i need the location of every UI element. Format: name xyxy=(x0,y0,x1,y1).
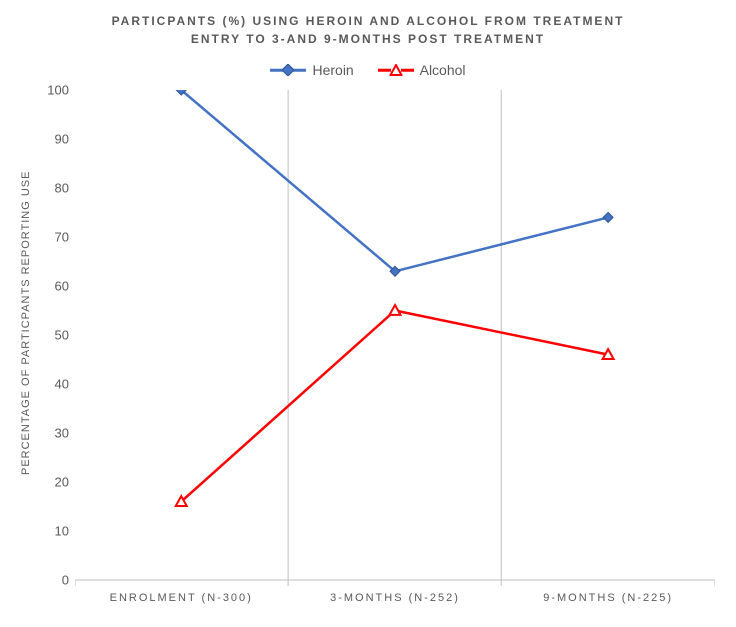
y-tick-label: 90 xyxy=(39,132,69,147)
legend: Heroin Alcohol xyxy=(0,58,736,78)
y-tick-label: 40 xyxy=(39,377,69,392)
x-tick-label: 9-MONTHS (N-225) xyxy=(543,592,673,604)
legend-label-alcohol: Alcohol xyxy=(420,62,466,78)
x-tick-label: 3-MONTHS (N-252) xyxy=(330,592,460,604)
y-tick-label: 60 xyxy=(39,279,69,294)
triangle-icon xyxy=(389,64,402,76)
chart-title-line2: ENTRY TO 3-AND 9-MONTHS POST TREATMENT xyxy=(191,32,545,46)
chart-title: PARTICPANTS (%) USING HEROIN AND ALCOHOL… xyxy=(0,12,736,48)
y-tick-label: 30 xyxy=(39,426,69,441)
y-tick-label: 80 xyxy=(39,181,69,196)
plot-area xyxy=(75,90,715,610)
diamond-icon xyxy=(282,64,294,76)
legend-swatch-alcohol xyxy=(378,69,414,71)
y-axis-title: PERCENTAGE OF PARTICPANTS REPORTING USE xyxy=(20,171,32,475)
legend-label-heroin: Heroin xyxy=(312,62,353,78)
legend-item-alcohol: Alcohol xyxy=(378,62,466,78)
y-tick-label: 100 xyxy=(39,83,69,98)
y-tick-label: 70 xyxy=(39,230,69,245)
y-tick-label: 50 xyxy=(39,328,69,343)
chart-title-line1: PARTICPANTS (%) USING HEROIN AND ALCOHOL… xyxy=(112,14,625,28)
y-tick-label: 20 xyxy=(39,475,69,490)
legend-swatch-heroin xyxy=(270,69,306,71)
y-tick-label: 10 xyxy=(39,524,69,539)
x-tick-label: ENROLMENT (N-300) xyxy=(110,592,253,604)
chart-container: PARTICPANTS (%) USING HEROIN AND ALCOHOL… xyxy=(0,0,736,627)
legend-item-heroin: Heroin xyxy=(270,62,353,78)
y-tick-label: 0 xyxy=(39,573,69,588)
